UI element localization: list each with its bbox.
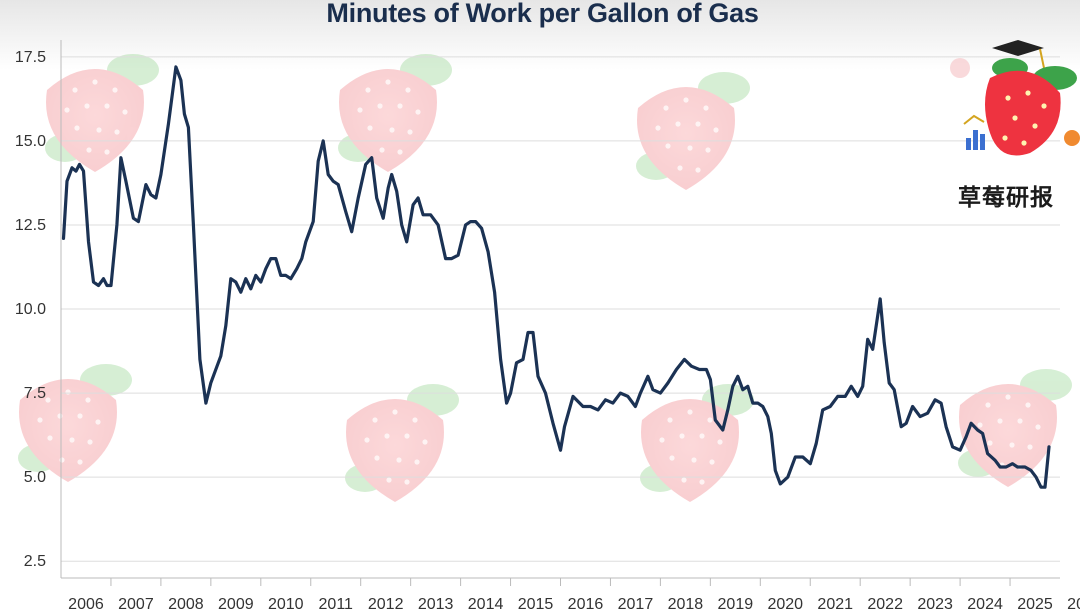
y-tick-label: 2.5 bbox=[24, 553, 46, 570]
y-tick-label: 5.0 bbox=[24, 469, 46, 486]
strawberry-watermark bbox=[18, 364, 132, 482]
chart-title: Minutes of Work per Gallon of Gas bbox=[326, 0, 759, 28]
x-tick-label: 2020 bbox=[767, 596, 803, 613]
x-tick-label: 2022 bbox=[867, 596, 903, 613]
x-tick-labels: 2006 2007 2008 2009 2010 2011 2012 2013 2014 2015… bbox=[68, 596, 1080, 613]
x-tick-label: 2025 bbox=[1017, 596, 1053, 613]
x-tick-label: 2012 bbox=[368, 596, 404, 613]
x-tick-label: 2011 bbox=[319, 596, 354, 613]
strawberry-watermark bbox=[338, 54, 452, 172]
x-tick-label: 2008 bbox=[168, 596, 204, 613]
strawberry-watermarks bbox=[18, 54, 1072, 502]
y-tick-label: 10.0 bbox=[15, 301, 46, 318]
x-tick-label: 2013 bbox=[418, 596, 454, 613]
x-tick-label: 2007 bbox=[118, 596, 154, 613]
series-line bbox=[61, 65, 1051, 489]
x-tick-label: 2023 bbox=[917, 596, 953, 613]
x-tick-label: 2006 bbox=[68, 596, 104, 613]
strawberry-logo bbox=[940, 38, 1080, 213]
y-tick-label: 12.5 bbox=[15, 217, 46, 234]
top-fade bbox=[0, 0, 1080, 70]
y-tick-labels: 2.5 5.0 7.5 10.0 12.5 15.0 17.5 bbox=[15, 49, 46, 570]
x-tick-label: 2024 bbox=[967, 596, 1003, 613]
x-tick-label: 2010 bbox=[268, 596, 304, 613]
strawberry-watermark bbox=[958, 369, 1072, 487]
x-tick-label: 2026 bbox=[1067, 596, 1080, 613]
strawberry-watermark bbox=[640, 384, 754, 502]
y-tick-label: 7.5 bbox=[24, 385, 46, 402]
x-tick-label: 2015 bbox=[518, 596, 554, 613]
watermark-logo-text: 草莓研报 bbox=[958, 185, 1054, 211]
x-tick-label: 2019 bbox=[718, 596, 754, 613]
y-tick-label: 15.0 bbox=[15, 133, 46, 150]
strawberry-watermark bbox=[636, 72, 750, 190]
grid-lines bbox=[61, 56, 1060, 586]
x-tick-label: 2016 bbox=[568, 596, 604, 613]
strawberry-watermark bbox=[45, 54, 159, 172]
x-tick-label: 2021 bbox=[817, 596, 853, 613]
x-tick-label: 2014 bbox=[468, 596, 504, 613]
y-tick-label: 17.5 bbox=[15, 49, 46, 66]
x-tick-label: 2009 bbox=[218, 596, 254, 613]
x-tick-label: 2017 bbox=[618, 596, 654, 613]
strawberry-watermark bbox=[345, 384, 459, 502]
x-tick-label: 2018 bbox=[668, 596, 704, 613]
